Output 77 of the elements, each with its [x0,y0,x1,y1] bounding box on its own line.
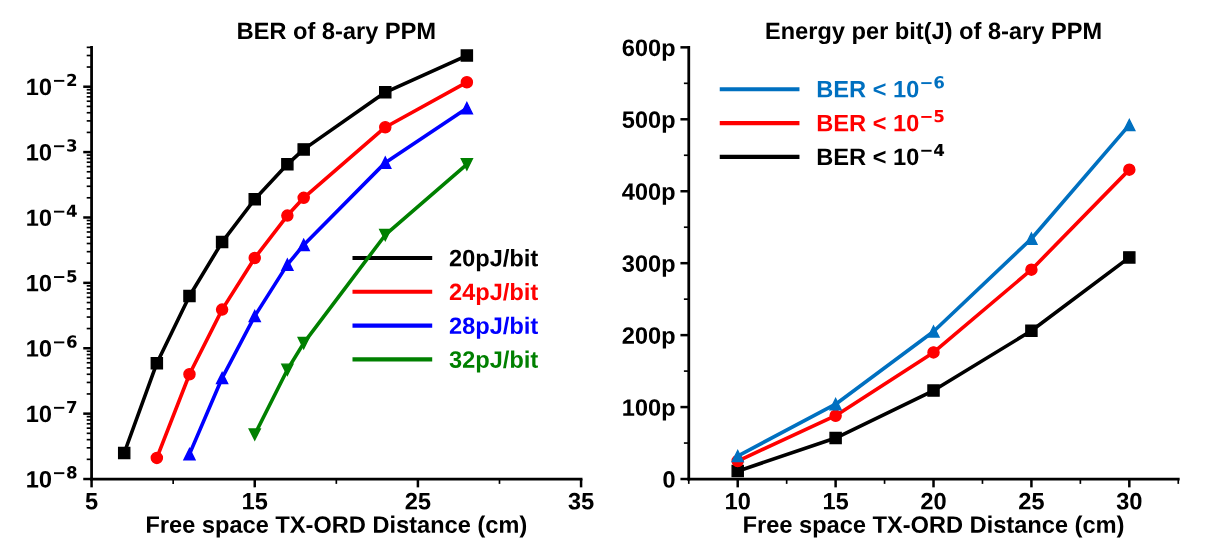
point [379,86,392,99]
point [215,371,229,385]
point [927,346,940,359]
point [183,289,196,303]
point [281,209,294,222]
legend-label: BER < 10$^{−4}$ [817,143,945,166]
point [297,336,310,350]
x-tick-label: 30 [1116,492,1142,510]
point [379,156,392,169]
point [150,451,164,465]
legend-label: BER < 10$^{−6}$ [817,76,944,98]
point [731,449,744,463]
point [927,325,940,338]
point [1123,118,1136,132]
y-tick-label: 100p [623,399,675,421]
x-tick-label: 25 [1019,492,1044,510]
y-tick-label: 10$^{−8}$ [27,466,77,488]
y-tick-label: 10$^{−3}$ [27,139,77,161]
point [460,158,474,171]
point [829,397,842,411]
x-axis-title: Free space TX-ORD Distance (cm) [147,515,527,538]
y-tick-label: 500p [622,111,675,133]
point [183,447,196,461]
y-tick-label: 10$^{−2}$ [27,73,77,96]
point [297,143,310,156]
point [215,235,229,249]
point [379,120,392,134]
y-tick-label: 400p [622,183,675,205]
x-tick-label: 15 [823,493,849,510]
point [183,368,196,381]
point [281,258,294,271]
y-tick-label: 10$^{−5}$ [27,270,77,292]
point [927,384,940,397]
y-tick-label: 200p [622,327,675,349]
point [297,238,310,252]
x-axis-title: Free space TX-ORD Distance (cm) [744,515,1124,538]
chart-title: BER of 8-ary PPM [238,21,435,44]
point [150,356,164,370]
point [1025,324,1038,338]
legend-label: 20pJ/bit [449,249,538,272]
legend-label: 24pJ/bit [449,282,538,305]
legend-label: 28pJ/bit [449,316,538,339]
point [215,303,229,316]
legend-label: BER < 10$^{−5}$ [817,110,944,132]
x-tick-label: 15 [243,493,268,510]
y-tick-label: 0 [663,471,675,488]
y-tick-label: 10$^{−7}$ [27,400,77,423]
x-tick-label: 25 [405,492,431,510]
y-tick-label: 10$^{−6}$ [27,335,77,357]
point [248,251,261,265]
point [281,158,294,171]
x-tick-label: 35 [568,492,594,510]
point [379,228,392,242]
y-tick-label: 10$^{−4}$ [27,204,77,227]
legend-label: 32pJ/bit [449,350,538,373]
chart-title: Energy per bit(J) of 8-ary PPM [766,21,1101,45]
point [248,309,261,323]
point [248,193,261,206]
point [281,363,294,376]
point [460,76,474,89]
point [1123,163,1136,176]
point [460,101,474,115]
point [1025,263,1038,276]
point [1025,232,1038,245]
y-tick-label: 300p [622,255,675,277]
point [297,191,310,205]
point [248,428,261,441]
point [829,409,842,422]
point [460,49,474,62]
point [117,446,131,460]
x-tick-label: 5 [85,493,98,510]
point [829,431,842,445]
x-tick-label: 20 [921,492,946,510]
x-tick-label: 10 [726,492,750,510]
y-tick-label: 600p [622,39,675,61]
point [731,464,744,478]
point [1123,251,1136,264]
